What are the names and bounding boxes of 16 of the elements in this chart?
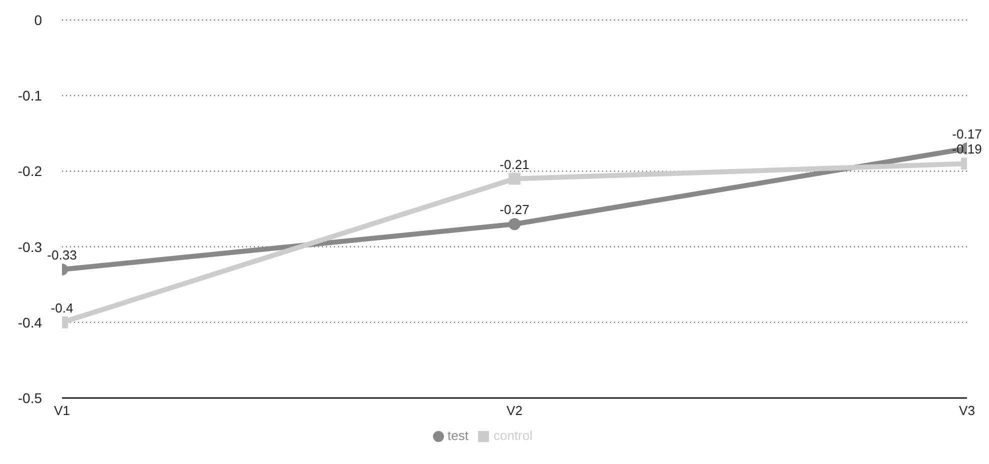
legend-label: test: [448, 428, 468, 443]
x-tick-label: V3: [959, 403, 975, 418]
data-label: -0.4: [50, 300, 74, 316]
data-label: -0.17: [952, 126, 982, 142]
y-tick-label: 0: [34, 12, 42, 28]
y-tick-label: -0.2: [18, 163, 42, 180]
data-label: -0.19: [952, 142, 982, 157]
data-label: -0.33: [47, 247, 77, 262]
data-label: -0.21: [500, 156, 530, 172]
x-tick-label: V1: [54, 403, 70, 418]
data-label: -0.27: [500, 202, 530, 218]
y-tick-label: -0.4: [18, 314, 42, 330]
y-tick-label: -0.5: [18, 390, 42, 406]
y-tick-label: -0.3: [18, 238, 42, 255]
x-tick-label: V2: [506, 403, 522, 418]
y-tick-label: -0.1: [18, 88, 42, 104]
